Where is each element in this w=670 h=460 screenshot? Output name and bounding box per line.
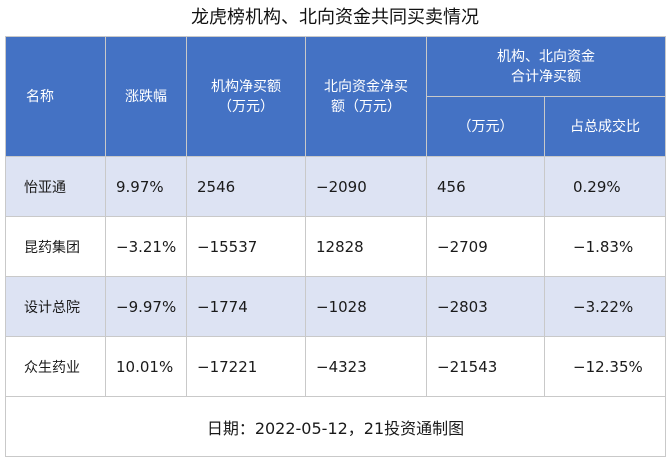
header-change: 涨跌幅 bbox=[105, 36, 187, 157]
cell-name: 设计总院 bbox=[5, 276, 106, 337]
cell-combined: −2709 bbox=[426, 216, 545, 277]
cell-combined: −21543 bbox=[426, 336, 545, 397]
cell-inst-net: −15537 bbox=[186, 216, 306, 277]
table-row: 众生药业 10.01% −17221 −4323 −21543 −12.35% bbox=[5, 336, 666, 397]
header-north-net-line1: 北向资金净买 bbox=[324, 78, 408, 95]
cell-change: −9.97% bbox=[105, 276, 187, 337]
header-combined: 机构、北向资金 合计净买额 bbox=[426, 36, 666, 97]
cell-ratio: −1.83% bbox=[544, 216, 666, 277]
cell-change: 10.01% bbox=[105, 336, 187, 397]
header-combined-ratio-label: 占总成交比 bbox=[570, 118, 640, 135]
header-inst-net: 机构净买额 （万元） bbox=[186, 36, 306, 157]
header-north-net-line2: 额（万元） bbox=[331, 98, 401, 115]
header-combined-amount-label: （万元） bbox=[457, 118, 514, 135]
cell-combined: −2803 bbox=[426, 276, 545, 337]
header-name-label: 名称 bbox=[26, 88, 54, 105]
header-inst-net-line1: 机构净买额 bbox=[211, 78, 281, 95]
table-row: 怡亚通 9.97% 2546 −2090 456 0.29% bbox=[5, 156, 666, 217]
cell-change: 9.97% bbox=[105, 156, 187, 217]
table-row: 设计总院 −9.97% −1774 −1028 −2803 −3.22% bbox=[5, 276, 666, 337]
cell-ratio: −12.35% bbox=[544, 336, 666, 397]
header-combined-line1: 机构、北向资金 bbox=[497, 48, 595, 65]
cell-change: −3.21% bbox=[105, 216, 187, 277]
data-table: 名称 涨跌幅 机构净买额 （万元） 北向资金净买 额（万元） 机构、北向资金 合… bbox=[5, 36, 666, 457]
cell-combined: 456 bbox=[426, 156, 545, 217]
cell-north-net: −4323 bbox=[305, 336, 427, 397]
table-title: 龙虎榜机构、北向资金共同买卖情况 bbox=[191, 7, 479, 28]
cell-north-net: −2090 bbox=[305, 156, 427, 217]
header-name: 名称 bbox=[5, 36, 106, 157]
cell-inst-net: −1774 bbox=[186, 276, 306, 337]
table-row: 昆药集团 −3.21% −15537 12828 −2709 −1.83% bbox=[5, 216, 666, 277]
footer-row: 日期：2022-05-12，21投资通制图 bbox=[5, 396, 666, 457]
cell-inst-net: −17221 bbox=[186, 336, 306, 397]
header-north-net: 北向资金净买 额（万元） bbox=[305, 36, 427, 157]
cell-name: 昆药集团 bbox=[5, 216, 106, 277]
cell-name: 怡亚通 bbox=[5, 156, 106, 217]
header-combined-ratio: 占总成交比 bbox=[544, 96, 666, 157]
cell-north-net: 12828 bbox=[305, 216, 427, 277]
header-combined-amount: （万元） bbox=[426, 96, 545, 157]
cell-inst-net: 2546 bbox=[186, 156, 306, 217]
header-change-label: 涨跌幅 bbox=[125, 88, 167, 105]
footer-note: 日期：2022-05-12，21投资通制图 bbox=[5, 396, 666, 457]
header-combined-line2: 合计净买额 bbox=[511, 68, 581, 85]
header-inst-net-line2: （万元） bbox=[218, 98, 274, 115]
cell-name: 众生药业 bbox=[5, 336, 106, 397]
cell-ratio: −3.22% bbox=[544, 276, 666, 337]
cell-north-net: −1028 bbox=[305, 276, 427, 337]
cell-ratio: 0.29% bbox=[544, 156, 666, 217]
